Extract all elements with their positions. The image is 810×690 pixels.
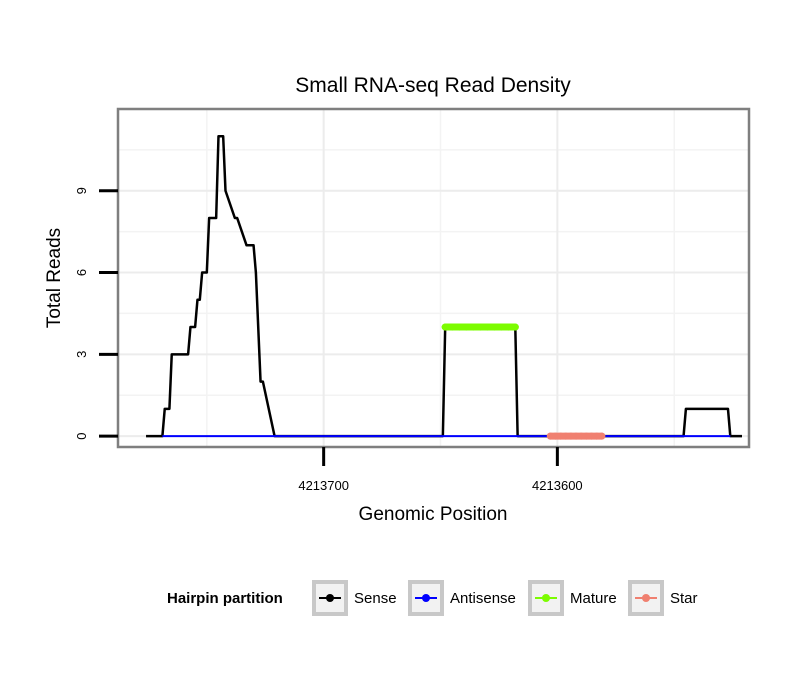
y-tick-label: 3 [74, 351, 89, 358]
legend-label-sense: Sense [354, 590, 397, 607]
series-mature-point [511, 323, 519, 331]
y-tick-label: 9 [74, 187, 89, 194]
series-mature-point [448, 323, 456, 331]
y-axis-label: Total Reads [44, 228, 65, 328]
plot-panel [118, 109, 749, 447]
series-star-point [551, 432, 559, 440]
legend-key-dot [422, 594, 430, 602]
plot-border [116, 107, 751, 449]
legend-label-antisense: Antisense [450, 590, 516, 607]
x-axis-label: Genomic Position [359, 504, 508, 525]
series-mature-point [462, 323, 470, 331]
series-mature-point [441, 323, 449, 331]
legend-key-dot [326, 594, 334, 602]
series-star-point [546, 432, 554, 440]
x-tick-label: 4213600 [532, 478, 583, 493]
series-star-point [587, 432, 595, 440]
series-mature-point [504, 323, 512, 331]
axes: 0 3 6 9 4213700 4213600 [74, 187, 583, 493]
legend-key-dot [542, 594, 550, 602]
series-layer [146, 135, 742, 440]
series-mature-point [483, 323, 491, 331]
series-star-point [577, 432, 585, 440]
series-mature-point [476, 323, 484, 331]
series-star-point [593, 432, 601, 440]
series-mature-point [455, 323, 463, 331]
series-star-point [572, 432, 580, 440]
x-tick-label: 4213700 [298, 478, 349, 493]
chart-title: Small RNA-seq Read Density [295, 74, 571, 97]
y-tick-label: 0 [74, 432, 89, 439]
series-star-point [598, 432, 606, 440]
legend-label-mature: Mature [570, 590, 617, 607]
series-star-point [582, 432, 590, 440]
series-mature-point [469, 323, 477, 331]
legend-title: Hairpin partition [167, 590, 283, 607]
series-star-point [562, 432, 570, 440]
series-star-point [557, 432, 565, 440]
series-star-point [567, 432, 575, 440]
series-mature-point [490, 323, 498, 331]
legend-key-dot [642, 594, 650, 602]
legend: Hairpin partition Sense Antisense Mature St… [167, 580, 698, 616]
series-mature-point [497, 323, 505, 331]
legend-label-star: Star [670, 590, 698, 607]
y-tick-label: 6 [74, 269, 89, 276]
